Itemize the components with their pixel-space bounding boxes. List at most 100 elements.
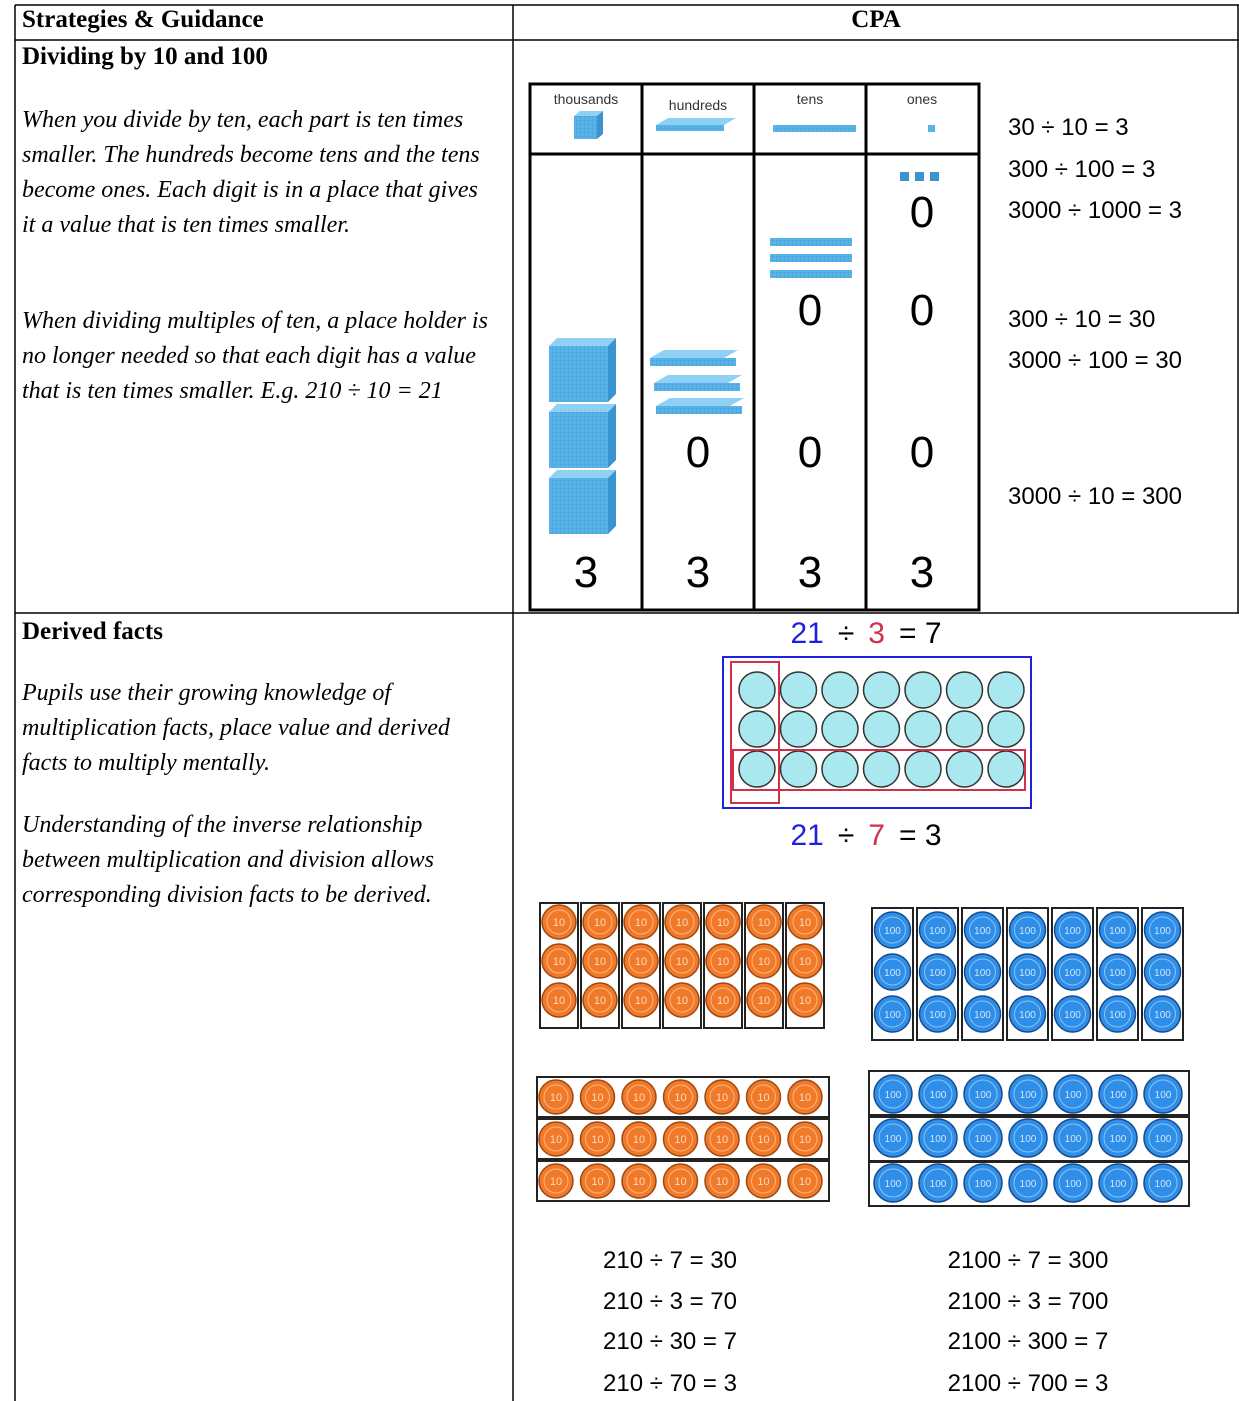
counter-ring — [1103, 1123, 1133, 1153]
counter-ring — [1058, 1123, 1088, 1153]
counter-ring — [1013, 1079, 1043, 1109]
counter-ring — [709, 1126, 735, 1152]
counter-ring — [543, 1126, 569, 1152]
counter-ring — [878, 1079, 908, 1109]
cube-side — [608, 470, 616, 534]
counter-label: 100 — [1155, 1179, 1172, 1190]
counter-label: 10 — [676, 995, 688, 1007]
paragraph: Understanding of the inverse relationshi… — [22, 812, 434, 908]
counter-label: 10 — [717, 995, 729, 1007]
counter-label: 10 — [799, 1134, 811, 1146]
counter-label: 10 — [674, 1176, 686, 1188]
array-circle — [945, 671, 984, 709]
equation: 3000 ÷ 10 = 300 — [1008, 483, 1182, 510]
equation: 2100 ÷ 3 = 700 — [947, 1288, 1109, 1315]
counter-ring — [628, 909, 654, 935]
counter-label: 100 — [1110, 1134, 1127, 1145]
array-circle — [945, 710, 984, 748]
counter-ring — [969, 916, 996, 944]
counter-label: 100 — [1019, 926, 1036, 937]
equation-part: ÷ — [838, 617, 854, 650]
counter-frame — [916, 907, 959, 1041]
counter-ring — [879, 1000, 906, 1028]
equation-part: 7 — [868, 819, 885, 852]
counter-ring — [969, 1000, 996, 1028]
counter-label: 10 — [757, 1092, 769, 1104]
cube-side — [608, 338, 616, 402]
handwritten-digit: 3 — [798, 548, 822, 597]
counter-ring — [709, 1168, 735, 1194]
counter-label: 10 — [635, 956, 647, 968]
counter-label: 10 — [594, 995, 606, 1007]
handwritten-digit: 0 — [798, 428, 822, 477]
equation: 2100 ÷ 700 = 3 — [947, 1370, 1109, 1397]
cube-front — [549, 346, 608, 402]
place-value-counter — [1098, 1163, 1138, 1203]
column-label: thousands — [554, 91, 619, 107]
equation: 210 ÷ 3 = 70 — [603, 1288, 737, 1315]
paragraph: When you divide by ten, each part is ten… — [22, 107, 480, 238]
counter-frame — [1141, 907, 1184, 1041]
counter-ring — [1059, 958, 1086, 986]
counter-frame — [662, 902, 702, 1029]
counter-label: 100 — [1019, 1010, 1036, 1021]
counter-ring — [543, 1168, 569, 1194]
paragraph: Pupils use their growing knowledge of mu… — [22, 680, 450, 776]
counter-label: 100 — [930, 1179, 947, 1190]
counter-ring — [751, 909, 777, 935]
counter-label: 100 — [975, 1090, 992, 1101]
equation: 300 ÷ 100 = 3 — [1008, 156, 1156, 183]
counter-ring — [1014, 958, 1041, 986]
equation: 2100 ÷ 300 = 7 — [947, 1328, 1109, 1355]
counter-label: 10 — [635, 995, 647, 1007]
counter-label: 100 — [885, 1134, 902, 1145]
counter-label: 10 — [716, 1092, 728, 1104]
counter-frame — [961, 907, 1004, 1041]
counter-label: 10 — [799, 917, 811, 929]
base-ten-icons — [574, 111, 935, 139]
group-column — [730, 661, 780, 804]
cube-side — [608, 404, 616, 468]
counter-label: 10 — [716, 1134, 728, 1146]
handwritten-digit: 0 — [686, 428, 710, 477]
counter-ring — [709, 1084, 735, 1110]
counter-ring — [1059, 916, 1086, 944]
counter-label: 10 — [717, 956, 729, 968]
place-value-counter — [1008, 1118, 1048, 1158]
array-circle — [821, 671, 859, 709]
counter-ring — [751, 1168, 776, 1194]
cube-top — [549, 404, 616, 412]
array-circle — [862, 750, 901, 788]
counter-label: 10 — [553, 917, 565, 929]
place-value-counter — [918, 1163, 958, 1203]
place-value-counter — [1143, 1118, 1183, 1158]
counter-label: 100 — [974, 926, 991, 937]
counter-ring — [1148, 1079, 1178, 1109]
handwritten-digit: 3 — [910, 548, 934, 597]
counter-label: 10 — [633, 1134, 645, 1146]
counter-ring — [751, 1126, 776, 1152]
counters: 10 10 10 100 100 100 10 10 10 100 100 100 10 10 10 100 1… — [536, 902, 1190, 1207]
array-circle — [862, 710, 901, 748]
counter-label: 10 — [757, 1176, 769, 1188]
counter-ring — [1058, 1079, 1088, 1109]
counter-frame — [1096, 907, 1139, 1041]
counter-ring — [1103, 1079, 1133, 1109]
counter-ring — [878, 1168, 908, 1198]
counter-label: 10 — [594, 917, 606, 929]
counter-frame — [536, 1118, 830, 1160]
cube-top — [549, 470, 616, 478]
counter-ring — [1103, 1168, 1133, 1198]
counter-ring — [1013, 1168, 1043, 1198]
equation: 2100 ÷ 7 = 300 — [947, 1247, 1109, 1274]
counter-label: 10 — [553, 995, 565, 1007]
array-circle — [987, 750, 1025, 788]
counter-label: 10 — [591, 1092, 603, 1104]
counter-label: 10 — [633, 1092, 645, 1104]
counter-label: 100 — [930, 1134, 947, 1145]
array-circle — [904, 710, 942, 748]
place-value-counter — [1053, 1074, 1093, 1114]
counter-ring — [546, 909, 572, 935]
equation: 3000 ÷ 100 = 30 — [1008, 347, 1182, 374]
